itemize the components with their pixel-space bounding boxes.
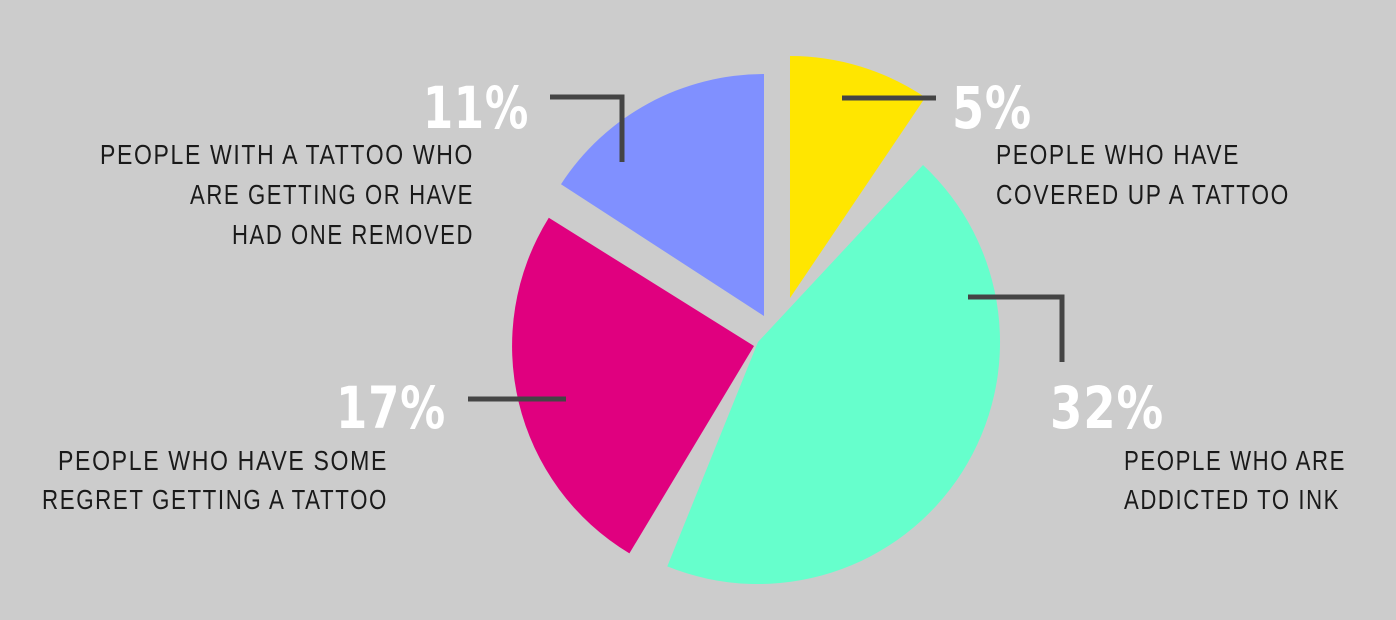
leader-line-addicted [968, 294, 1065, 362]
slice-label-removed-line-1: PEOPLE WITH A TATTOO WHO [100, 139, 474, 170]
pie-slice-covered [790, 56, 926, 298]
percent-label-addicted: 32% [1050, 374, 1164, 442]
percent-label-regret: 17% [336, 374, 446, 442]
slice-label-regret-line-1: PEOPLE WHO HAVE SOME [58, 445, 388, 476]
slice-label-addicted-line-2: ADDICTED TO INK [1124, 484, 1340, 515]
slice-label-removed-line-3: HAD ONE REMOVED [232, 219, 474, 250]
pie-slice-addicted [667, 165, 1001, 585]
slice-label-removed-line-2: ARE GETTING OR HAVE [190, 179, 474, 210]
percent-label-removed: 11% [423, 74, 529, 142]
pie-slice-regret [512, 217, 754, 554]
percent-label-covered: 5% [952, 74, 1032, 142]
slice-label-regret-line-2: REGRET GETTING A TATTOO [42, 484, 388, 515]
slice-label-covered-line-2: COVERED UP A TATTOO [996, 179, 1290, 210]
slice-label-covered-line-1: PEOPLE WHO HAVE [996, 139, 1240, 170]
pie-slice-removed [561, 73, 764, 316]
slice-label-addicted-line-1: PEOPLE WHO ARE [1124, 445, 1346, 476]
leader-line-removed [550, 94, 625, 162]
